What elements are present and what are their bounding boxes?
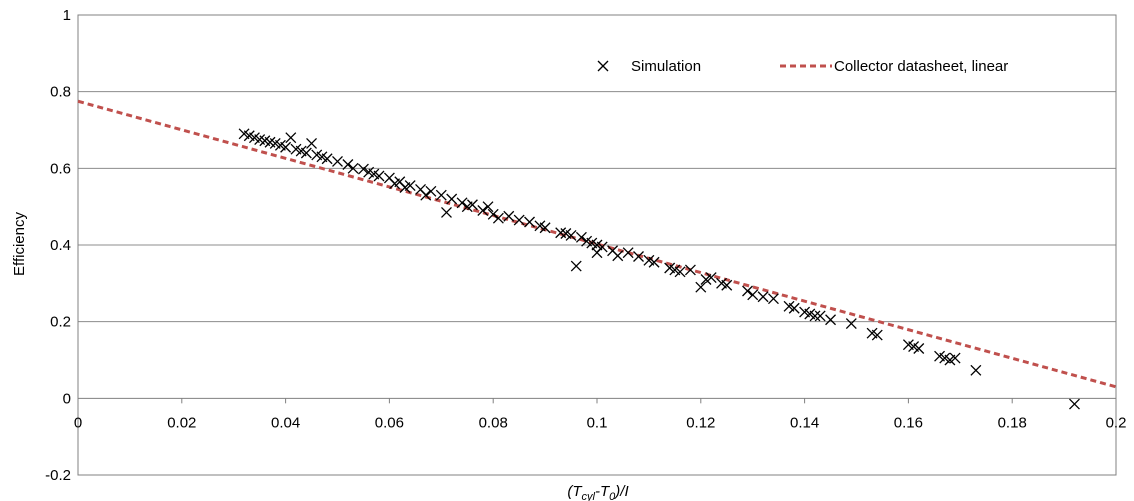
scatter-point bbox=[280, 141, 292, 153]
scatter-point bbox=[321, 153, 333, 165]
scatter-point bbox=[306, 137, 318, 149]
scatter-point bbox=[357, 163, 369, 175]
scatter-point bbox=[825, 314, 837, 326]
scatter-point bbox=[913, 343, 925, 354]
scatter-point bbox=[845, 318, 857, 330]
x-tick-label: 0 bbox=[74, 414, 82, 431]
series-layer bbox=[77, 99, 1117, 410]
scatter-point bbox=[1069, 398, 1080, 410]
scatter-point bbox=[456, 197, 468, 209]
scatter-point bbox=[695, 281, 707, 293]
scatter-point bbox=[674, 266, 686, 278]
scatter-point bbox=[513, 214, 525, 226]
scatter-point bbox=[446, 193, 458, 205]
y-tick-label: 1 bbox=[63, 7, 71, 24]
scatter-point bbox=[477, 205, 489, 216]
x-axis-title: (Tcyl-T0)/I bbox=[567, 483, 628, 501]
scatter-point bbox=[435, 189, 447, 201]
scatter-point bbox=[742, 285, 753, 297]
legend-marker-simulation bbox=[597, 60, 609, 72]
x-tick-label: 0.18 bbox=[998, 414, 1027, 431]
y-axis-tick-labels: -0.2 0 0.2 0.4 0.6 0.8 1 bbox=[45, 7, 71, 484]
y-tick-label: 0 bbox=[63, 390, 71, 407]
scatter-point bbox=[285, 132, 297, 144]
legend-label-collector-datasheet: Collector datasheet, linear bbox=[834, 58, 1008, 75]
x-tick-label: 0.14 bbox=[790, 414, 819, 431]
scatter-point bbox=[747, 289, 759, 301]
scatter-point bbox=[503, 210, 515, 222]
scatter-point bbox=[970, 364, 982, 376]
x-tick-label: 0.06 bbox=[375, 414, 404, 431]
scatter-point bbox=[612, 250, 624, 262]
legend-label-simulation: Simulation bbox=[631, 58, 701, 75]
scatter-point bbox=[420, 189, 432, 201]
scatter-point bbox=[332, 155, 343, 167]
legend: Simulation Collector datasheet, linear bbox=[597, 58, 1008, 75]
x-tick-label: 0.02 bbox=[167, 414, 196, 431]
scatter-point bbox=[347, 162, 359, 174]
scatter-point bbox=[575, 231, 587, 243]
scatter-point bbox=[705, 272, 717, 284]
x-axis-tick-labels: 0 0.02 0.04 0.06 0.08 0.1 0.12 0.14 0.16 0.18 0.2 bbox=[74, 414, 1127, 431]
scatter-point bbox=[300, 147, 312, 159]
x-tick-label: 0.08 bbox=[479, 414, 508, 431]
y-tick-label: 0.2 bbox=[50, 314, 71, 331]
scatter-point bbox=[524, 216, 535, 228]
scatter-point bbox=[622, 247, 634, 259]
y-tick-label: -0.2 bbox=[45, 467, 71, 484]
scatter-point bbox=[949, 352, 961, 364]
scatter-point bbox=[721, 279, 733, 291]
scatter-point bbox=[633, 251, 644, 262]
x-tick-label: 0.2 bbox=[1106, 414, 1127, 431]
y-tick-label: 0.8 bbox=[50, 84, 71, 101]
scatter-point bbox=[596, 241, 608, 253]
y-tick-label: 0.4 bbox=[50, 237, 71, 254]
scatter-point bbox=[342, 159, 354, 170]
x-tick-label: 0.1 bbox=[587, 414, 608, 431]
scatter-point bbox=[492, 212, 504, 224]
scatter-point bbox=[757, 291, 769, 303]
scatter-point bbox=[684, 264, 696, 276]
scatter-point bbox=[404, 180, 416, 192]
scatter-point bbox=[871, 329, 883, 341]
scatter-point bbox=[425, 185, 437, 197]
scatter-point bbox=[482, 201, 494, 213]
scatter-point bbox=[814, 310, 826, 322]
x-tick-label: 0.16 bbox=[894, 414, 923, 431]
y-tick-label: 0.6 bbox=[50, 160, 71, 177]
series-line-collector-datasheet bbox=[77, 99, 1117, 389]
x-tick-label: 0.04 bbox=[271, 414, 300, 431]
scatter-point bbox=[809, 310, 821, 322]
scatter-point bbox=[539, 222, 551, 234]
scatter-point bbox=[648, 256, 660, 268]
scatter-point bbox=[487, 208, 499, 220]
scatter-point bbox=[788, 302, 800, 314]
scatter-point bbox=[565, 229, 577, 241]
x-tick-label: 0.12 bbox=[686, 414, 715, 431]
y-axis-title: Efficiency bbox=[11, 212, 28, 276]
plot-area-frame bbox=[77, 14, 1117, 476]
scatter-point bbox=[570, 260, 582, 272]
scatter-point bbox=[466, 199, 478, 211]
scatter-point bbox=[555, 227, 567, 239]
scatter-point bbox=[441, 206, 452, 218]
scatter-point bbox=[373, 170, 385, 182]
scatter-point bbox=[768, 293, 779, 305]
